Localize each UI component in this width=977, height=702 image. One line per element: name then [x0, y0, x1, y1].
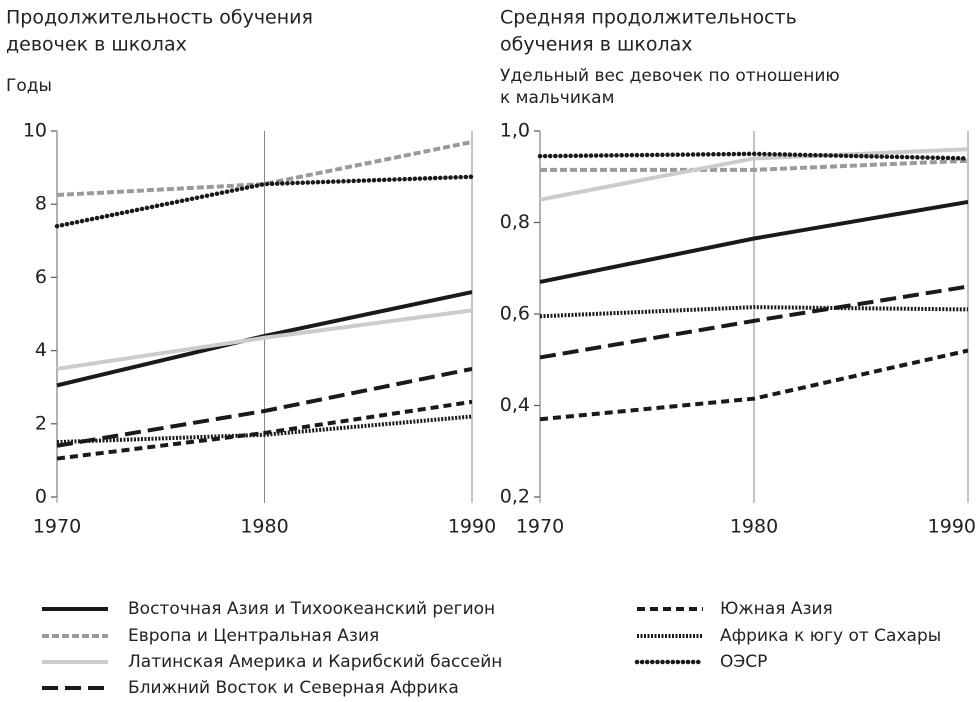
y-tick-label: 0,6 [500, 303, 530, 325]
series-line [539, 147, 969, 202]
legend-label: Африка к югу от Сахары [720, 626, 941, 646]
y-tick-label: 0,8 [500, 211, 530, 233]
y-tick-label: 10 [23, 120, 47, 142]
x-tick-label: 1970 [33, 516, 81, 538]
chart-title: обучения в школах [500, 34, 693, 56]
chart-title: девочек в школах [6, 34, 187, 56]
x-tick-label: 1990 [448, 516, 496, 538]
x-tick-label: 1980 [240, 516, 288, 538]
y-tick-label: 0 [35, 486, 47, 508]
chart-subtitle: Удельный вес девочек по отношению [500, 66, 840, 86]
y-tick-label: 8 [35, 193, 47, 215]
y-tick-label: 0,2 [500, 486, 530, 508]
series-line [54, 174, 475, 229]
chart-title: Средняя продолжительность [500, 7, 797, 29]
series-line [540, 158, 969, 172]
series-line [56, 414, 473, 445]
series-line [539, 284, 969, 360]
legend-label: Европа и Центральная Азия [128, 626, 379, 646]
legend-label: Латинская Америка и Карибский бассейн [128, 652, 502, 672]
legend-label: Ближний Восток и Северная Африка [128, 678, 459, 698]
x-tick-label: 1990 [928, 516, 976, 538]
x-tick-label: 1970 [516, 516, 564, 538]
series-line [56, 366, 473, 448]
y-tick-label: 1,0 [500, 120, 530, 142]
series-line [537, 151, 971, 161]
series-line [539, 199, 969, 284]
y-tick-label: 2 [35, 412, 47, 434]
y-tick-label: 6 [35, 266, 47, 288]
y-tick-label: 0,4 [500, 394, 530, 416]
x-tick-label: 1980 [730, 516, 778, 538]
legend-label: ОЭСР [720, 652, 767, 672]
series-line [539, 305, 969, 319]
chart-subtitle: к мальчикам [500, 88, 614, 108]
series-line [56, 308, 473, 371]
chart-title: Продолжительность обучения [6, 7, 313, 29]
legend-label: Восточная Азия и Тихоокеанский регион [128, 599, 495, 619]
legend-label: Южная Азия [720, 599, 833, 619]
series-line [539, 348, 969, 422]
y-axis-label: Годы [6, 76, 52, 96]
y-tick-label: 4 [35, 339, 47, 361]
